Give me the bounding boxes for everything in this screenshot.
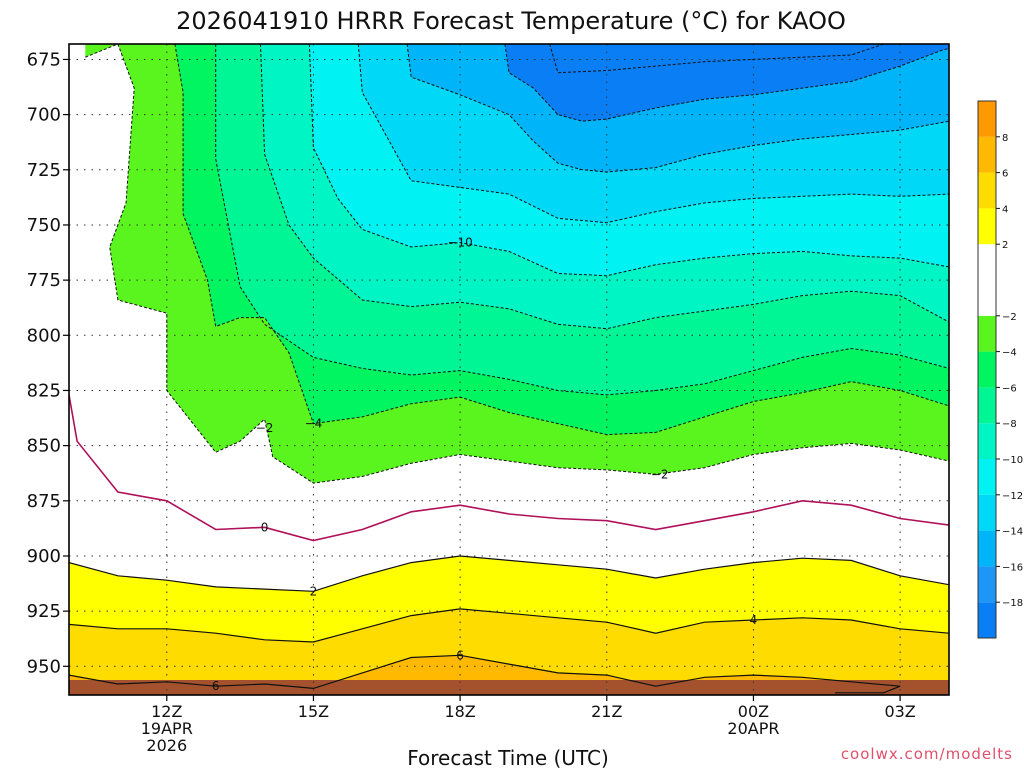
band-near-zero <box>69 44 949 695</box>
contour-6 <box>69 654 901 694</box>
x-axis-label: Forecast Time (UTC) <box>407 746 609 768</box>
credit-text: coolwx.com/modelts <box>841 745 1013 763</box>
y-tick-label: 725 <box>27 160 61 181</box>
y-tick-label: 925 <box>27 601 61 622</box>
y-tick-label: 750 <box>27 215 61 236</box>
contour--4 <box>174 44 949 436</box>
colorbar-tick-label: −6 <box>1002 383 1017 394</box>
colorbar-tick-label: 6 <box>1002 169 1008 180</box>
x-tick-label: 15Z <box>298 702 329 721</box>
x-tick-label: 21Z <box>591 702 622 721</box>
colorbar-tick-label: −4 <box>1002 348 1017 359</box>
contour-label: −2 <box>651 467 669 481</box>
colorbar-swatch <box>978 101 996 137</box>
contour-labels: −10 −4 −2 −2 0 2 4 6 6 <box>212 236 757 694</box>
colorbar-swatch <box>978 172 996 209</box>
y-axis: 675 700 725 750 775 800 825 850 875 900 925 950 <box>27 49 69 677</box>
contour--14 <box>406 44 949 173</box>
x-tick-label: 2026 <box>146 736 187 755</box>
colorbar-tick-label: 2 <box>1002 240 1008 251</box>
y-tick-label: 825 <box>27 380 61 401</box>
contour-0 <box>69 394 949 542</box>
y-tick-label: 675 <box>27 49 61 70</box>
colorbar-tick-label: 4 <box>1002 204 1008 215</box>
contour-label: −2 <box>256 421 274 435</box>
y-tick-label: 850 <box>27 436 61 457</box>
contour-label: 0 <box>261 520 269 534</box>
y-tick-label: 900 <box>27 546 61 567</box>
x-tick-label: 19APR <box>141 719 193 738</box>
plot-frame <box>68 43 950 696</box>
colorbar-swatch <box>978 566 996 603</box>
contour--8 <box>260 44 949 330</box>
y-tick-label: 950 <box>27 656 61 677</box>
colorbar-tick-label: −8 <box>1002 419 1017 430</box>
colorbar-swatch <box>978 387 996 424</box>
contour-label: 6 <box>456 648 464 662</box>
contour-label: 4 <box>750 613 758 627</box>
chart-title: 2026041910 HRRR Forecast Temperature (°C… <box>176 7 846 35</box>
colorbar: 8 6 4 2 −2 −4 −6 −8 −10 −12 −14 −16 −18 <box>977 100 1023 639</box>
colorbar-swatch <box>978 602 996 638</box>
contour-label: 6 <box>212 679 220 693</box>
contour-2 <box>69 555 949 592</box>
x-tick-label: 12Z <box>151 702 182 721</box>
x-tick-label: 20APR <box>727 719 779 738</box>
colorbar-swatch <box>978 244 996 316</box>
contour-label: −4 <box>305 417 323 431</box>
colorbar-swatch <box>978 494 996 531</box>
x-tick-label: 03Z <box>884 702 915 721</box>
colorbar-swatch <box>978 530 996 567</box>
colorbar-tick-label: −2 <box>1002 312 1017 323</box>
colorbar-tick-label: −16 <box>1002 562 1023 573</box>
contour--2 <box>85 44 949 484</box>
ground-band <box>69 680 949 695</box>
y-tick-label: 800 <box>27 325 61 346</box>
y-tick-label: 775 <box>27 270 61 291</box>
band-above-4 <box>69 608 949 695</box>
colorbar-swatch <box>978 315 996 352</box>
colorbar-frame <box>977 100 997 639</box>
contour-lines <box>69 44 949 694</box>
x-tick-label: 00Z <box>738 702 769 721</box>
contour-4 <box>69 608 949 643</box>
y-tick-label: 875 <box>27 491 61 512</box>
colorbar-tick-label: −18 <box>1002 598 1023 609</box>
contour--6 <box>215 44 949 396</box>
colorbar-tick-label: −14 <box>1002 527 1023 538</box>
colorbar-swatch <box>978 351 996 388</box>
colorbar-swatch <box>978 208 996 245</box>
colorbar-tick-label: −12 <box>1002 491 1023 502</box>
colorbar-tick-label: −10 <box>1002 455 1023 466</box>
x-tick-label: 18Z <box>444 702 475 721</box>
temperature-fill-bands <box>69 44 949 695</box>
contour--18 <box>549 44 884 74</box>
colorbar-swatch <box>978 459 996 495</box>
colorbar-tick-label: 8 <box>1002 133 1008 144</box>
colorbar-swatch <box>978 136 996 173</box>
colorbar-swatch <box>978 423 996 459</box>
contour--12 <box>357 44 949 224</box>
contour-label: −10 <box>447 236 472 250</box>
ground-surface <box>69 680 949 695</box>
y-tick-label: 700 <box>27 105 61 126</box>
contour-label: 2 <box>310 584 318 598</box>
